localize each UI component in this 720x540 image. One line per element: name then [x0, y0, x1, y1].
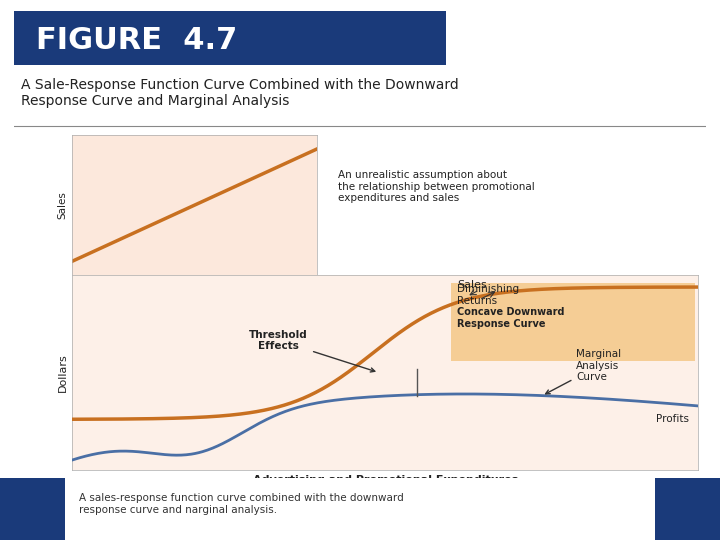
Text: Threshold
Effects: Threshold Effects [249, 330, 375, 372]
Text: Profits: Profits [656, 414, 689, 424]
Text: Diminishing
Returns: Diminishing Returns [457, 284, 519, 306]
Y-axis label: Sales: Sales [58, 191, 68, 219]
Text: FIGURE  4.7: FIGURE 4.7 [36, 26, 238, 55]
Bar [0, 478, 65, 540]
Bar [451, 283, 696, 361]
X-axis label: Promotional Expenditures: Promotional Expenditures [117, 281, 271, 291]
X-axis label: Advertising and Promotional Expenditures: Advertising and Promotional Expenditures [253, 475, 518, 485]
Y-axis label: Dollars: Dollars [58, 353, 68, 392]
Bar [655, 478, 720, 540]
Text: Marginal
Analysis
Curve: Marginal Analysis Curve [546, 349, 621, 394]
Text: Sales: Sales [457, 280, 487, 290]
Text: An unrealistic assumption about
the relationship between promotional
expenditure: An unrealistic assumption about the rela… [338, 170, 535, 203]
Text: A sales-response function curve combined with the downward
response curve and na: A sales-response function curve combined… [79, 494, 404, 515]
Text: A Sale-Response Function Curve Combined with the Downward
Response Curve and Mar: A Sale-Response Function Curve Combined … [22, 78, 459, 108]
Text: Concave Downward
Response Curve: Concave Downward Response Curve [457, 307, 564, 329]
